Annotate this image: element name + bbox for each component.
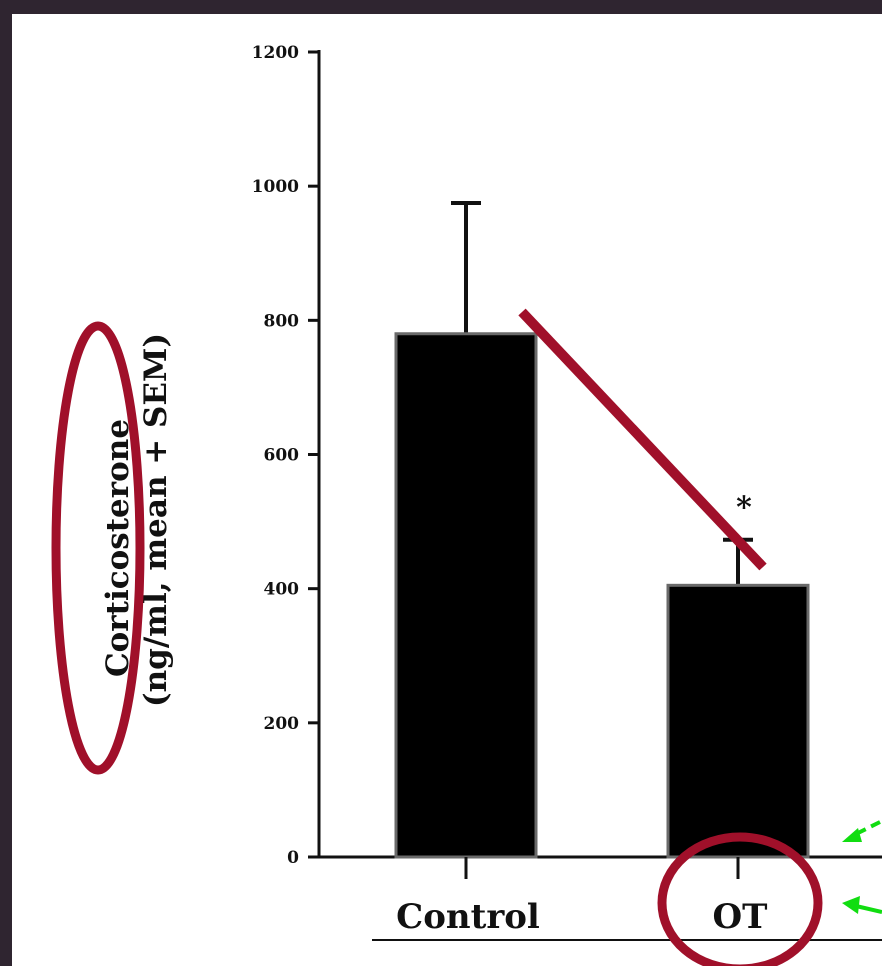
y-tick-label: 600 [264,446,300,466]
bar-control [394,332,538,859]
y-axis-label-line1: Corticosterone [100,419,136,677]
highlight-circle-ot [657,832,823,966]
x-category-label: Control [396,897,540,937]
y-tick-label: 800 [264,311,300,331]
annotation-overlay [51,308,882,966]
y-ticks: 0 200 400 600 800 1000 1200 [252,43,319,868]
highlight-slash-line [518,308,767,571]
y-tick-label: 1200 [252,43,299,63]
y-tick-label: 400 [264,580,300,600]
bars: * [394,200,810,859]
y-axis-label: Corticosterone (ng/ml, mean + SEM) [100,333,174,707]
bar-ot [666,583,810,859]
y-tick-label: 0 [287,848,299,868]
green-arrow-dashed [842,820,881,842]
green-arrow-solid [842,896,882,914]
x-category-label: OT [713,897,768,937]
y-tick-label: 1000 [252,177,299,197]
highlight-ellipse-ylabel [51,321,145,775]
x-ticks: Control OT [396,857,767,937]
significance-marker: * [736,491,752,526]
y-tick-label: 200 [264,714,300,734]
